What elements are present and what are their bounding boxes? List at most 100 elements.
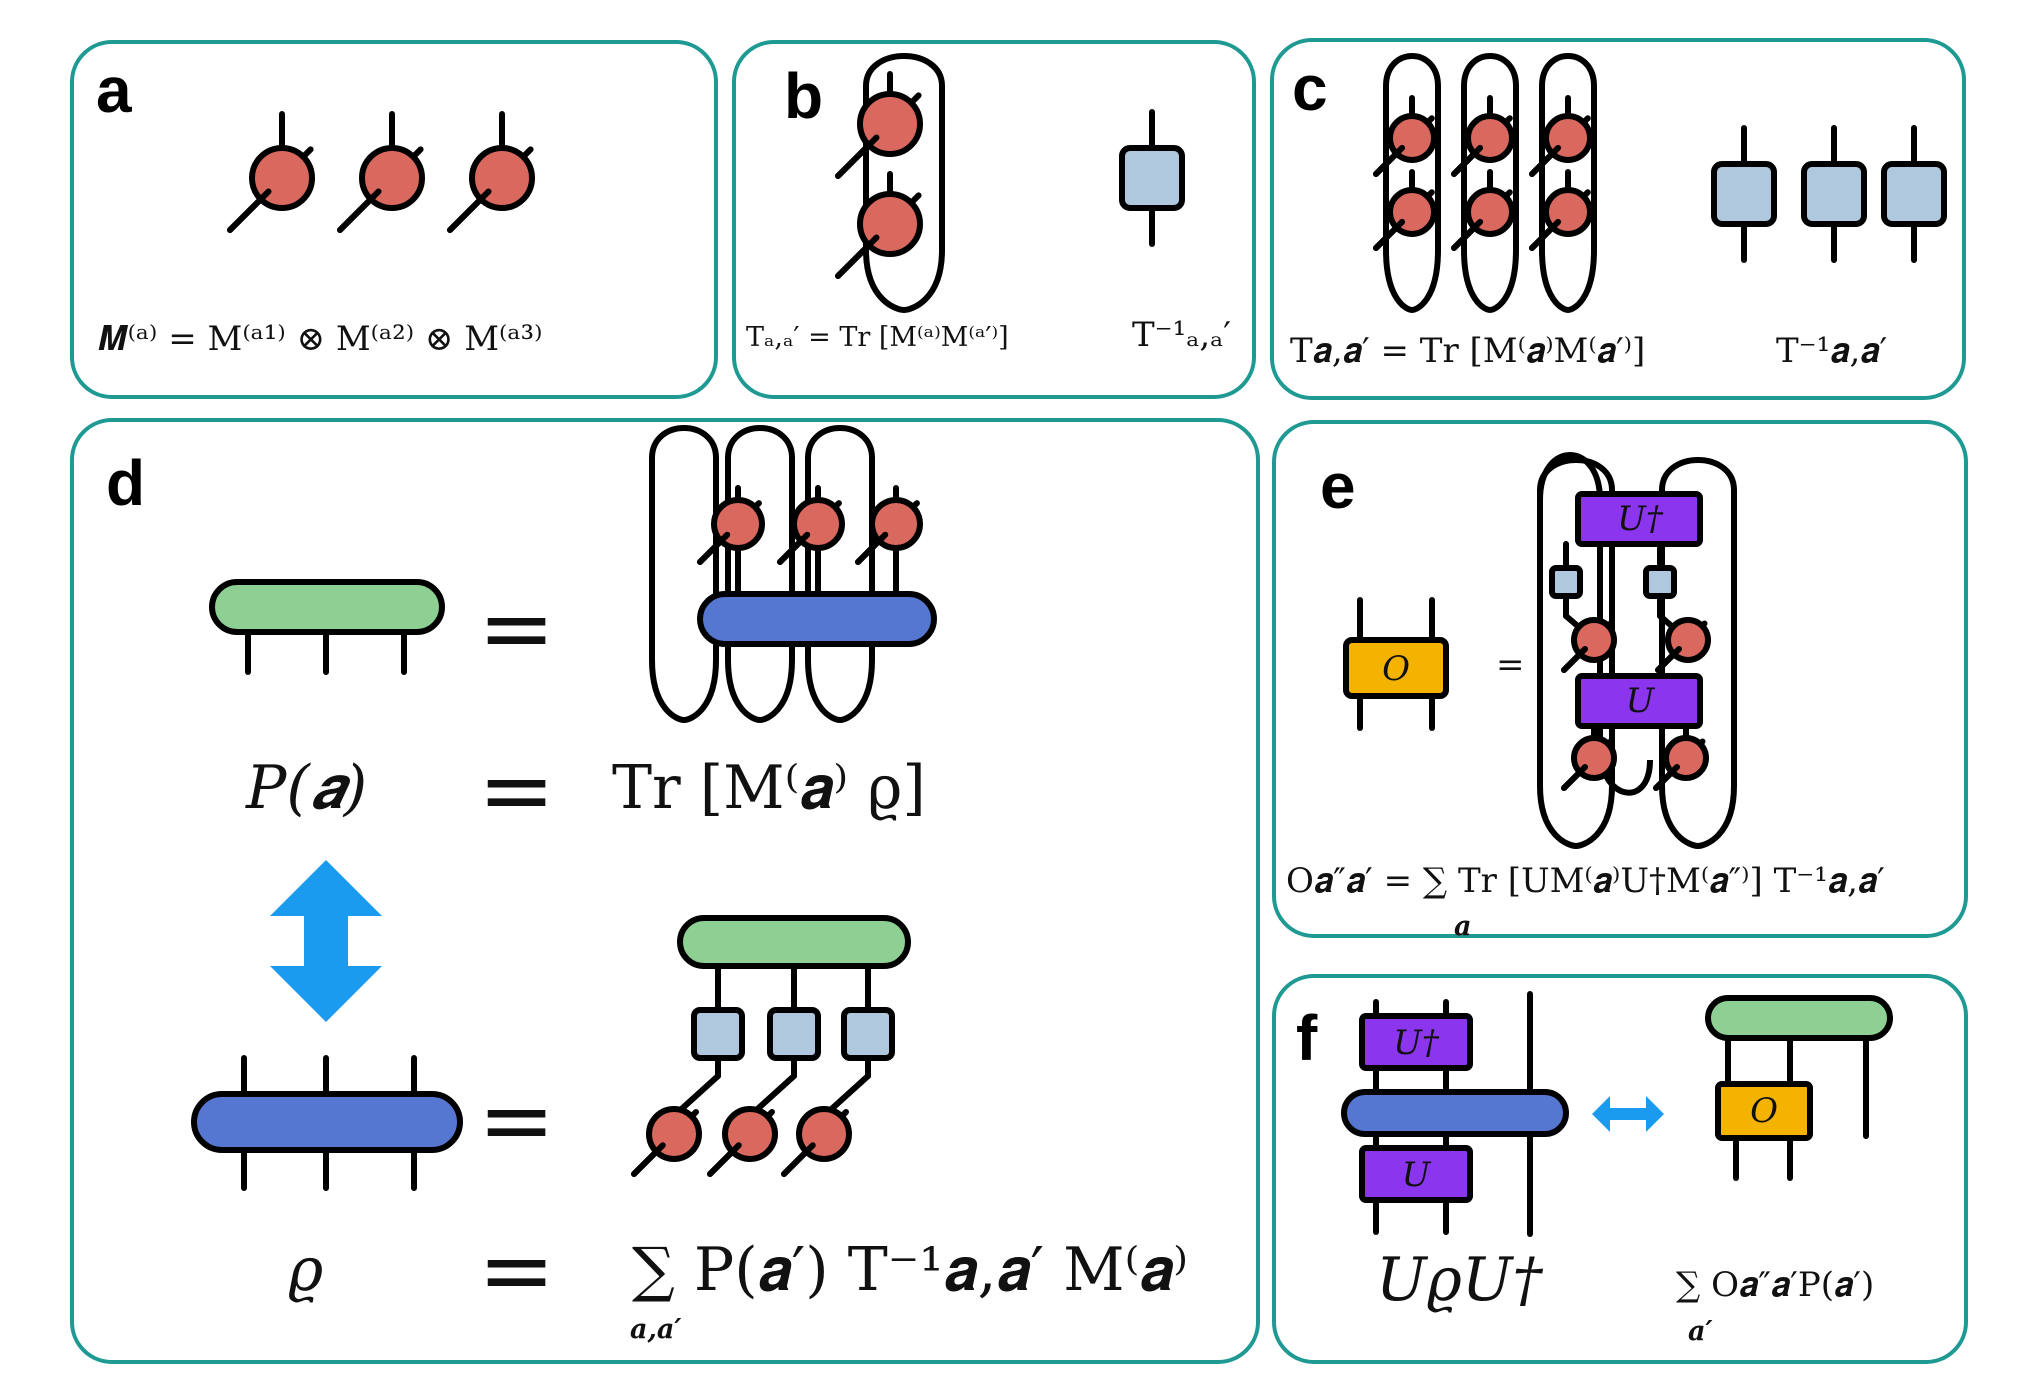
panel-e-label: e — [1320, 450, 1356, 522]
observable-box — [1343, 637, 1449, 699]
panel-b-formula: Tₐ,ₐ′ = Tr [M⁽ᵃ⁾M⁽ᵃ′⁾] — [746, 322, 1009, 353]
diagonal-leg-line — [707, 1142, 742, 1177]
inverse-box — [767, 1007, 821, 1061]
multi-qubit-overlap-diagram — [1373, 53, 1597, 314]
panel-frame — [1272, 974, 1968, 1364]
unitary-dagger-label: U† — [1617, 499, 1664, 539]
inverse-box — [841, 1007, 895, 1061]
diagonal-leg-line — [337, 188, 382, 233]
panel-c-inverse-label: T⁻¹𝒂,𝒂′ — [1776, 331, 1887, 371]
state-bar — [697, 591, 937, 647]
trace-loop-line — [649, 425, 719, 724]
diagonal-leg-line — [1561, 646, 1588, 673]
diagonal-leg-line — [781, 1142, 816, 1177]
rho-lhs: ϱ — [288, 1235, 323, 1305]
diagonal-leg-line — [1451, 218, 1484, 251]
panel-b-inverse-label: T⁻¹ₐ,ₐ′ — [1132, 315, 1231, 355]
panel-f-sum-index: 𝒂′ — [1688, 1316, 1713, 1347]
inverse-overlap-boxes — [1711, 125, 1947, 263]
unitary-label: U — [1402, 1155, 1432, 1195]
panel-d: d = P(𝒂) = Tr [M⁽𝒂⁾ ϱ] = ϱ = ∑ P(𝒂′) T⁻¹… — [106, 425, 1188, 1345]
inverse-overlap-box — [1119, 109, 1185, 247]
panel-frame — [1272, 420, 1968, 938]
unitary-dagger-box — [1575, 491, 1703, 547]
panel-f: f U† U O UϱU† ∑ O𝒂″𝒂′P(𝒂′) 𝒂′ — [1296, 991, 1893, 1347]
trace-loop-line — [1383, 53, 1441, 314]
diagonal-leg-line — [1373, 144, 1406, 177]
diagonal-leg-line — [835, 134, 880, 179]
panel-c-formula: T𝒂,𝒂′ = Tr [M⁽𝒂⁾M⁽𝒂′⁾] — [1290, 331, 1645, 371]
unitary-dagger-label: U† — [1393, 1023, 1440, 1063]
panel-d-label: d — [106, 447, 145, 519]
equals-sign: = — [1496, 645, 1525, 685]
state-bar — [191, 1091, 463, 1153]
probability-diagram — [209, 425, 937, 724]
rho-rhs: ∑ P(𝒂′) T⁻¹𝒂,𝒂′ M⁽𝒂⁾ — [632, 1235, 1188, 1305]
panel-c: c T𝒂,𝒂′ = Tr [M⁽𝒂⁾M⁽𝒂′⁾] T⁻¹𝒂,𝒂′ — [1290, 52, 1947, 371]
panel-e-sum-index: 𝒂 — [1454, 911, 1472, 942]
diagonal-leg-line — [1529, 218, 1562, 251]
panel-frame — [70, 40, 718, 399]
state-reconstruction-diagram — [191, 915, 911, 1191]
trace-loop-line — [1659, 457, 1737, 850]
panel-e: e O = U† U O𝒂″𝒂′ = ∑ Tr [UM⁽𝒂⁾U†M⁽𝒂″⁾] T⁻… — [1286, 450, 1885, 942]
panel-b-label: b — [784, 60, 823, 132]
diagonal-leg-line — [1451, 144, 1484, 177]
equals-sign: = — [478, 1067, 555, 1174]
diagonal-leg-line — [697, 531, 731, 565]
panel-f-rhs: ∑ O𝒂″𝒂′P(𝒂′) — [1676, 1265, 1874, 1305]
evolved-state-diagram: U† U — [1341, 991, 1569, 1237]
measurement-operators-row — [227, 111, 535, 233]
probability-bar — [209, 579, 445, 635]
diagonal-leg-line — [1529, 144, 1562, 177]
panel-f-lhs: UϱU† — [1376, 1245, 1543, 1315]
trace-loop-line — [1461, 53, 1519, 314]
observable-label: O — [1750, 1091, 1778, 1131]
equals-sign: = — [478, 1217, 555, 1324]
trace-loop-line — [1539, 53, 1597, 314]
diagonal-leg-line — [835, 234, 880, 279]
inverse-box — [1549, 565, 1583, 599]
observable-label: O — [1382, 649, 1410, 689]
double-arrow-icon — [1592, 1096, 1664, 1132]
panel-frame — [70, 418, 1260, 1364]
panel-b: b Tₐ,ₐ′ = Tr [M⁽ᵃ⁾M⁽ᵃ′⁾] T⁻¹ₐ,ₐ′ — [746, 53, 1231, 355]
diagonal-leg-line — [631, 1142, 666, 1177]
probability-bar — [677, 915, 911, 969]
diagonal-leg-line — [1373, 218, 1406, 251]
trace-loop-line — [725, 425, 795, 724]
unitary-label: U — [1626, 681, 1656, 721]
panel-c-label: c — [1292, 52, 1328, 124]
inverse-box — [1643, 565, 1677, 599]
unitary-dagger-box — [1359, 1013, 1473, 1071]
probability-lhs: P(𝒂) — [245, 753, 367, 823]
probability-rhs: Tr [M⁽𝒂⁾ ϱ] — [612, 753, 926, 823]
trace-loop-line — [1537, 457, 1615, 850]
arrow-shape — [1592, 1096, 1664, 1132]
panel-frames — [70, 38, 1968, 1364]
panel-f-label: f — [1296, 1002, 1318, 1074]
overlap-matrix-diagram — [835, 53, 945, 314]
state-bar — [1341, 1089, 1569, 1137]
diagonal-leg-line — [447, 188, 492, 233]
rho-sum-index: 𝒂,𝒂′ — [630, 1314, 682, 1345]
panel-a-formula: 𝑴⁽ᵃ⁾ = M⁽ᵃ¹⁾ ⊗ M⁽ᵃ²⁾ ⊗ M⁽ᵃ³⁾ — [98, 319, 543, 359]
panel-a-label: a — [96, 54, 132, 126]
diagonal-leg-line — [1653, 764, 1680, 791]
panel-frame — [1270, 38, 1966, 400]
diagonal-leg-line — [1561, 764, 1588, 791]
equals-sign: = — [478, 575, 555, 682]
panel-e-formula: O𝒂″𝒂′ = ∑ Tr [UM⁽𝒂⁾U†M⁽𝒂″⁾] T⁻¹𝒂,𝒂′ — [1286, 861, 1885, 901]
probability-bar — [1705, 995, 1893, 1041]
trace-loop-line — [805, 425, 875, 724]
observable-box: O — [1343, 597, 1449, 731]
observable-transform-diagram: U† U — [1537, 452, 1737, 850]
panel-frame — [732, 40, 1256, 399]
inverse-box — [1881, 161, 1947, 227]
unitary-box — [1575, 673, 1703, 729]
equals-sign: = — [478, 737, 555, 844]
trace-loop-line — [863, 53, 945, 314]
observable-expectation-diagram: O — [1705, 995, 1893, 1181]
observable-box — [1715, 1081, 1813, 1141]
